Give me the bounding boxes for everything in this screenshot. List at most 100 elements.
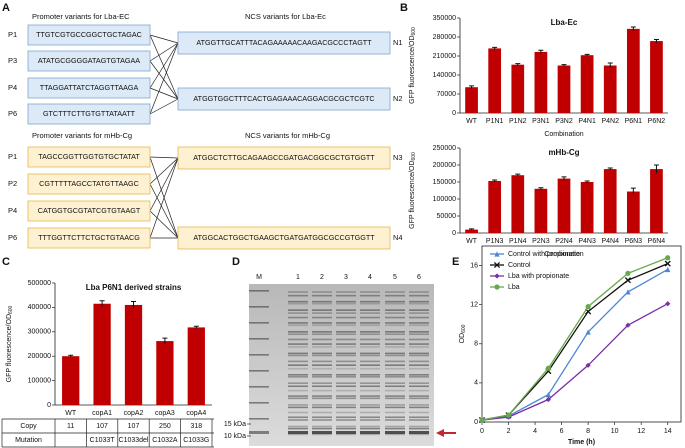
gel-band bbox=[360, 376, 380, 378]
y-axis-label-sub: 600 bbox=[8, 305, 14, 314]
gel-band bbox=[336, 343, 356, 345]
error-bar bbox=[99, 300, 105, 307]
marker bbox=[625, 289, 631, 295]
gel-band bbox=[312, 294, 332, 297]
gel-band bbox=[336, 352, 356, 355]
gel-band bbox=[336, 331, 356, 333]
gel-band bbox=[360, 338, 380, 341]
gel-band bbox=[249, 322, 269, 324]
promoter-id: P2 bbox=[8, 179, 17, 188]
y-tick-label: 12 bbox=[470, 302, 478, 309]
promoter-box bbox=[27, 200, 151, 222]
gel-band bbox=[288, 324, 308, 327]
gel-band bbox=[385, 404, 405, 406]
gel-band bbox=[409, 354, 429, 357]
arrow-head bbox=[436, 429, 444, 437]
y-axis-label-sub: 600 bbox=[411, 152, 417, 161]
bar bbox=[187, 327, 205, 405]
gel-band bbox=[312, 431, 332, 434]
gel-band bbox=[249, 354, 269, 356]
promoter-seq: TTAGGATTATCTAGGTTAAGA bbox=[40, 83, 139, 92]
error-bar bbox=[469, 85, 475, 89]
connector bbox=[149, 34, 179, 100]
gel-band bbox=[385, 395, 405, 397]
gel-band bbox=[336, 338, 356, 341]
bar bbox=[534, 188, 548, 233]
gel-band bbox=[360, 291, 380, 293]
gel-band bbox=[409, 376, 429, 378]
promoter-box bbox=[27, 227, 151, 249]
gel-band bbox=[288, 385, 308, 388]
marker bbox=[625, 270, 631, 276]
x-tick-label: P4N1 bbox=[578, 118, 596, 125]
gel-band bbox=[360, 331, 380, 333]
y-axis-label-text: GFP fluorescence/OD bbox=[6, 314, 13, 382]
promoter-seq: ATATGCGGGGATAGTGTAGAA bbox=[38, 56, 140, 65]
x-tick-label: WT bbox=[466, 118, 478, 125]
gel-band bbox=[249, 431, 269, 434]
error-bar bbox=[630, 187, 636, 195]
error-bar bbox=[584, 180, 590, 184]
gel-band bbox=[336, 294, 356, 297]
gel-band bbox=[336, 385, 356, 388]
gel-band bbox=[336, 376, 356, 378]
gel-band bbox=[360, 309, 380, 311]
x-tick-label: P3N2 bbox=[555, 118, 573, 125]
error-bar bbox=[653, 38, 659, 43]
gel-band bbox=[336, 416, 356, 419]
gel-band bbox=[409, 338, 429, 341]
panel-label: D bbox=[232, 256, 240, 268]
gel-band bbox=[385, 352, 405, 355]
gel-band bbox=[385, 416, 405, 419]
gel-band bbox=[312, 395, 332, 397]
gel-band bbox=[360, 411, 380, 414]
gel-band bbox=[312, 406, 332, 409]
gel-band bbox=[312, 411, 332, 414]
bar bbox=[603, 65, 617, 113]
gel-band bbox=[336, 367, 356, 370]
gel-band bbox=[312, 343, 332, 345]
promoter-id: P4 bbox=[8, 83, 17, 92]
table-cell: 107 bbox=[128, 423, 140, 430]
gel-band bbox=[385, 360, 405, 363]
gel-band bbox=[288, 331, 308, 333]
connector bbox=[149, 98, 179, 115]
marker bbox=[493, 261, 501, 269]
ncs-id: N1 bbox=[393, 38, 403, 47]
gel-band bbox=[385, 294, 405, 297]
gel-band bbox=[409, 395, 429, 397]
gel-band bbox=[288, 376, 308, 378]
x-tick-label: 4 bbox=[533, 428, 537, 435]
error-bar bbox=[538, 187, 544, 190]
marker bbox=[494, 251, 500, 257]
y-axis-label: GFP fluorescence/OD600 bbox=[6, 305, 14, 382]
gel-band bbox=[288, 346, 308, 348]
gel-band bbox=[312, 354, 332, 357]
gel-band bbox=[360, 385, 380, 388]
gel-band bbox=[409, 324, 429, 327]
gel-band bbox=[288, 419, 308, 421]
gel-band bbox=[385, 333, 405, 336]
gel-band bbox=[360, 324, 380, 327]
gel-band bbox=[360, 360, 380, 363]
gel-band bbox=[336, 419, 356, 421]
gel-band bbox=[409, 294, 429, 297]
gel-band bbox=[385, 431, 405, 434]
gel-band bbox=[385, 374, 405, 376]
gel-band bbox=[288, 367, 308, 370]
gel-band bbox=[385, 385, 405, 388]
y-tick-label: 16 bbox=[470, 262, 478, 269]
table-cell: 318 bbox=[190, 423, 202, 430]
gel-band bbox=[288, 291, 308, 293]
gel-band bbox=[288, 338, 308, 341]
gel-band bbox=[360, 333, 380, 336]
bar bbox=[62, 356, 80, 405]
marker bbox=[494, 273, 500, 279]
gel-band bbox=[409, 333, 429, 336]
gel-band bbox=[288, 352, 308, 355]
gel-band bbox=[312, 416, 332, 419]
gel-band bbox=[409, 322, 429, 324]
x-tick-label: P1N3 bbox=[486, 238, 504, 245]
gel-band bbox=[409, 427, 429, 430]
error-bar bbox=[561, 176, 567, 181]
